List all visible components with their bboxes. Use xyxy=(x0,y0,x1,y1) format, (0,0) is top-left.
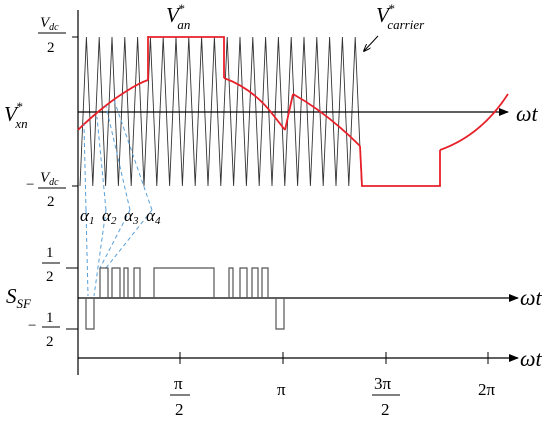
tick-pi-over-2-denominator: 2 xyxy=(175,400,184,419)
tick-2pi-label: 2π xyxy=(478,380,496,399)
tick-pi-over-2-numerator: π xyxy=(174,374,183,393)
carrier-waveform xyxy=(79,36,363,187)
tick-pi-label: π xyxy=(277,380,286,399)
vdc-bottom-denominator: 2 xyxy=(47,194,55,210)
vdc-top-denominator: 2 xyxy=(47,40,55,56)
omega-t-label-top: ωt xyxy=(516,101,539,126)
carrier-pointer-arrow xyxy=(364,35,379,51)
omega-t-label-middle: ωt xyxy=(520,285,543,310)
reference-waveform xyxy=(77,36,509,187)
tick-3pi-over-2-numerator: 3π xyxy=(374,374,392,393)
half-bottom-minus: − xyxy=(28,318,36,334)
alpha-2-label: α2 xyxy=(102,206,117,227)
half-top-numerator: 1 xyxy=(46,245,54,261)
alpha-dashed-lines xyxy=(83,99,153,297)
half-top-denominator: 2 xyxy=(46,269,54,285)
vdc-top-numerator: Vdc xyxy=(40,15,59,33)
alpha-3-label: α3 xyxy=(124,206,139,227)
half-bottom-denominator: 2 xyxy=(46,334,54,350)
ssf-label: SSF xyxy=(6,284,32,311)
phase-ticks xyxy=(179,352,489,364)
vxn-label: V* xn xyxy=(4,99,28,131)
van-label: V* an xyxy=(166,1,190,32)
alpha-4-label: α4 xyxy=(146,206,161,227)
vdc-bottom-minus: − xyxy=(26,177,34,193)
vdc-bottom-numerator: Vdc xyxy=(40,170,59,188)
omega-t-label-bottom: ωt xyxy=(520,346,543,371)
tick-3pi-over-2-denominator: 2 xyxy=(381,400,390,419)
carrier-triangle-path xyxy=(79,36,363,187)
half-bottom-numerator: 1 xyxy=(46,310,54,326)
vcarrier-label: V* carrier xyxy=(376,1,425,32)
alpha-1-label: α1 xyxy=(80,206,94,227)
switching-pulses xyxy=(85,267,285,330)
